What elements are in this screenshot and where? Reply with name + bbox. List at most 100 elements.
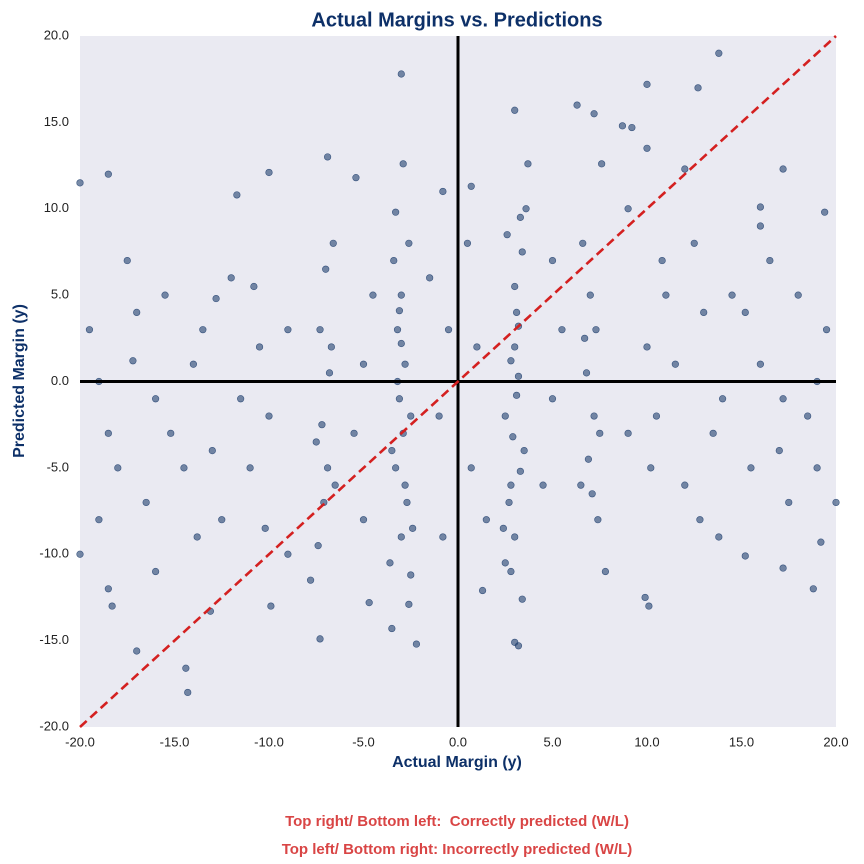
point [426, 274, 434, 282]
point [405, 239, 413, 247]
point [512, 308, 521, 317]
point [577, 481, 585, 489]
point [133, 647, 141, 655]
point [596, 429, 604, 437]
point [756, 203, 765, 211]
point [548, 395, 557, 403]
point [775, 447, 783, 455]
point [182, 664, 190, 672]
point [123, 256, 131, 265]
point [390, 256, 398, 265]
point [369, 291, 377, 299]
point [779, 395, 787, 403]
point [601, 567, 610, 576]
point [558, 326, 566, 334]
point [142, 498, 150, 507]
point [509, 433, 517, 441]
point [193, 533, 201, 541]
point [681, 481, 689, 489]
point [473, 343, 481, 351]
x-tick-label: 15.0 [729, 734, 754, 749]
y-tick-label: -15.0 [39, 632, 69, 647]
point [647, 464, 655, 472]
point [108, 602, 116, 610]
point [505, 498, 513, 507]
point [690, 239, 698, 247]
point [284, 326, 292, 334]
point [756, 360, 765, 368]
point [392, 464, 400, 472]
point [227, 274, 235, 282]
point [548, 256, 557, 265]
x-tick-label: 0.0 [449, 734, 467, 749]
point [467, 182, 475, 190]
point [359, 360, 368, 368]
point [397, 70, 405, 78]
point [439, 533, 447, 541]
point [76, 179, 84, 187]
point [715, 49, 723, 57]
point [503, 231, 511, 239]
point [582, 369, 591, 377]
point [694, 84, 702, 92]
point [821, 208, 829, 216]
point [401, 360, 409, 368]
point [718, 395, 727, 403]
point [388, 447, 396, 455]
point [741, 552, 749, 560]
point [401, 481, 409, 489]
point [395, 307, 404, 315]
point [95, 516, 103, 524]
point [478, 586, 487, 595]
y-tick-label: 15.0 [44, 114, 69, 129]
point [409, 524, 417, 532]
point [316, 326, 324, 334]
point [573, 101, 581, 109]
point [403, 498, 411, 507]
y-tick-label: -5.0 [47, 459, 69, 474]
point [392, 208, 400, 216]
point [180, 464, 188, 472]
point [507, 357, 515, 365]
point [407, 571, 415, 579]
point [208, 447, 216, 455]
identity-line [79, 35, 837, 728]
point [133, 308, 141, 317]
point [395, 395, 404, 403]
point [592, 326, 600, 334]
point [747, 464, 755, 472]
point [397, 291, 405, 299]
point [152, 395, 160, 403]
point [237, 395, 245, 403]
point [359, 516, 368, 524]
point [393, 326, 402, 334]
point [323, 153, 332, 161]
point [809, 585, 817, 593]
point [325, 369, 334, 377]
point [590, 412, 598, 420]
point [813, 464, 821, 472]
point [511, 343, 519, 351]
point [643, 144, 651, 152]
point [511, 106, 519, 114]
point [586, 291, 594, 299]
point [386, 559, 394, 567]
point [265, 168, 273, 177]
point [645, 602, 653, 610]
y-tick-label: 0.0 [51, 373, 69, 388]
point [524, 160, 532, 168]
point [518, 248, 526, 256]
point [405, 600, 413, 608]
point [499, 524, 507, 532]
point [76, 550, 84, 558]
point [331, 481, 339, 489]
point [365, 599, 373, 607]
x-axis-label: Actual Margin (y) [392, 754, 522, 771]
point [322, 265, 330, 273]
x-tick-label: -15.0 [160, 734, 190, 749]
point [507, 567, 515, 576]
point [584, 455, 593, 463]
point [511, 533, 519, 541]
point [265, 412, 273, 420]
